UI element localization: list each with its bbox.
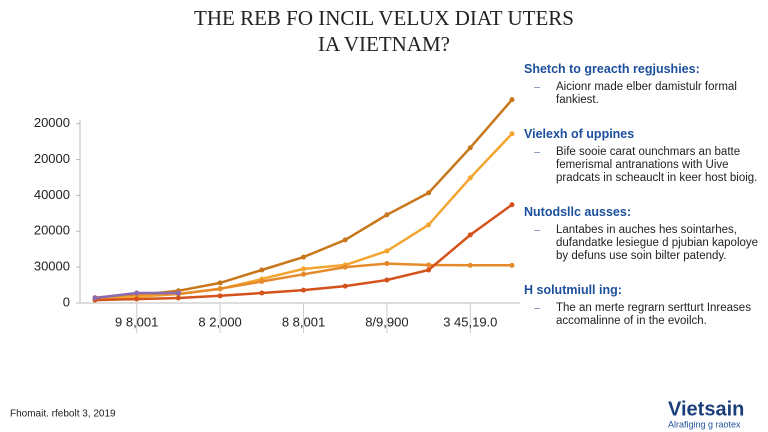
panel-item: Shetch to greacth regjushies: Aicionr mad… [524, 62, 760, 107]
x-tick-label: 8 2,000 [198, 314, 241, 329]
point [426, 222, 432, 228]
point [217, 286, 223, 292]
point [384, 212, 390, 218]
point [509, 262, 515, 268]
point [134, 296, 140, 302]
point [426, 190, 432, 196]
point [175, 295, 181, 301]
point [259, 267, 265, 273]
point [301, 266, 306, 272]
panel-heading: Nutodsllc ausses: [524, 205, 631, 219]
y-tick-label: 0 [63, 294, 70, 309]
panel-text: Bife sooie carat ounchmars an batte feme… [524, 146, 760, 185]
logo-tagline: Alrafiging g raotex [668, 419, 741, 429]
point [426, 267, 432, 273]
point [342, 283, 348, 289]
panel-text: The an merte regrarn sertturt Inreases a… [524, 302, 760, 328]
point [509, 202, 515, 208]
x-tick-label: 8/9,900 [365, 314, 408, 329]
panel-item: Nutodsllc ausses: Lantabes in auches hes … [524, 205, 760, 263]
point [467, 145, 473, 151]
panel-heading: Shetch to greacth regjushies: [524, 62, 700, 76]
panel-heading: H solutmiull ing: [524, 283, 622, 297]
point [467, 175, 473, 181]
y-tick-label: 40000 [34, 187, 70, 202]
point [509, 97, 515, 103]
point [301, 271, 306, 277]
panel-text: Lantabes in auches hes sointarhes, dufan… [524, 224, 760, 263]
point [509, 131, 515, 137]
x-tick-label: 9 8,001 [115, 314, 158, 329]
chart-title: THE REB FO INCIL VELUX DIAT UTERS [194, 6, 574, 30]
point [384, 277, 390, 283]
point [384, 248, 390, 254]
series-line [94, 203, 513, 302]
source: Fhomait. rfebolt 3, 2019 [10, 409, 116, 420]
y-tick-label: 30000 [34, 259, 70, 274]
point [217, 280, 223, 286]
panel-item: H solutmiull ing: The an merte regrarn se… [524, 283, 760, 328]
point [134, 290, 140, 296]
side-panel: Shetch to greacth regjushies: Aicionr mad… [524, 62, 760, 348]
point [467, 262, 473, 268]
panel-item: Vielexh of uppines Bife sooie carat ounch… [524, 127, 760, 185]
panel-heading: Vielexh of uppines [524, 127, 635, 141]
x-tick-label: 3 45,19.0 [443, 314, 497, 329]
y-tick-label: 20000 [34, 223, 70, 238]
point [342, 264, 348, 270]
point [467, 232, 473, 238]
y-tick-label: 20000 [34, 115, 70, 130]
point [301, 254, 306, 260]
point [342, 237, 348, 243]
point [384, 261, 390, 267]
point [259, 290, 265, 296]
point [217, 293, 223, 299]
logo: Vietsain [668, 398, 744, 420]
y-tick-label: 20000 [34, 151, 70, 166]
point [259, 278, 265, 284]
point [92, 295, 98, 301]
x-tick-label: 8 8,001 [282, 314, 325, 329]
point [426, 262, 432, 268]
point [175, 290, 181, 296]
point [301, 287, 306, 293]
panel-text: Aicionr made elber damistulr formal fank… [524, 81, 760, 107]
chart-title: IA VIETNAM? [318, 32, 450, 56]
